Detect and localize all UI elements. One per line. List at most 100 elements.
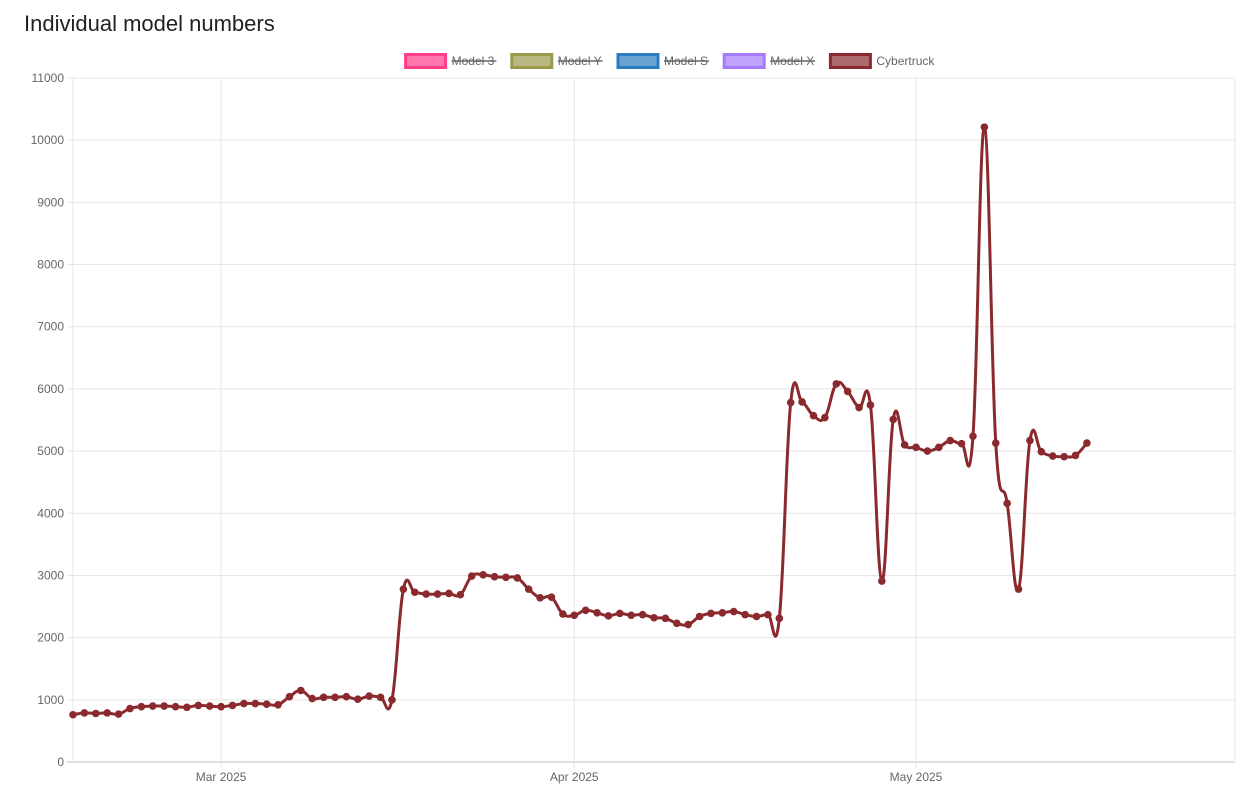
- legend-item-model-s[interactable]: Model S: [616, 53, 709, 69]
- y-tick-label: 4000: [37, 506, 64, 520]
- data-point: [729, 607, 738, 616]
- data-point: [889, 415, 898, 424]
- data-point: [672, 619, 681, 628]
- data-point: [1003, 499, 1011, 508]
- data-point: [456, 590, 465, 599]
- data-point: [650, 613, 658, 622]
- data-point: [194, 701, 203, 710]
- data-point: [581, 606, 590, 615]
- legend-label: Cybertruck: [876, 54, 935, 68]
- data-point: [285, 692, 294, 701]
- data-point: [604, 612, 613, 620]
- legend-swatch: [828, 53, 872, 69]
- data-point: [148, 702, 157, 710]
- data-point: [502, 573, 510, 582]
- y-tick-label: 7000: [37, 320, 64, 334]
- data-point: [114, 710, 123, 718]
- data-point: [809, 411, 818, 420]
- data-point: [684, 620, 692, 629]
- data-point: [342, 692, 351, 701]
- data-point: [752, 612, 761, 621]
- data-point: [764, 610, 772, 619]
- data-point: [354, 695, 362, 703]
- data-point: [69, 710, 77, 719]
- data-point: [798, 398, 806, 406]
- legend-swatch: [616, 53, 660, 69]
- data-point: [490, 572, 499, 581]
- data-point: [422, 590, 430, 598]
- data-point: [866, 401, 875, 409]
- data-point: [410, 588, 419, 597]
- data-point: [251, 699, 260, 708]
- x-tick-label: May 2025: [890, 770, 943, 784]
- legend-swatch: [404, 53, 448, 69]
- data-point: [843, 387, 852, 396]
- data-point: [228, 701, 237, 710]
- data-point: [821, 413, 829, 422]
- data-point: [1060, 452, 1068, 461]
- series-line-cybertruck: [72, 125, 1089, 717]
- y-tick-label: 2000: [37, 631, 64, 645]
- legend-item-model-3[interactable]: Model 3: [404, 53, 497, 69]
- data-point: [524, 585, 533, 593]
- data-point: [262, 700, 271, 708]
- y-tick-label: 5000: [37, 444, 64, 458]
- data-point: [126, 704, 134, 713]
- data-point: [205, 702, 214, 710]
- data-point: [467, 572, 476, 580]
- data-point: [297, 686, 305, 695]
- data-point: [160, 702, 168, 710]
- data-point: [388, 696, 396, 704]
- data-point: [775, 614, 784, 623]
- data-point: [547, 593, 556, 602]
- grid-lines: [67, 77, 1236, 768]
- data-point: [832, 380, 841, 388]
- data-point: [331, 693, 339, 702]
- y-tick-label: 10000: [31, 133, 65, 147]
- data-point: [536, 594, 544, 602]
- data-point: [935, 443, 943, 452]
- data-point: [308, 694, 317, 703]
- data-point: [912, 443, 920, 452]
- data-point: [559, 610, 567, 618]
- data-point: [183, 703, 191, 712]
- data-point: [137, 702, 146, 711]
- data-point: [445, 589, 453, 598]
- legend-item-model-y[interactable]: Model Y: [510, 53, 603, 69]
- legend-item-model-x[interactable]: Model X: [722, 53, 815, 69]
- data-point: [319, 693, 328, 702]
- data-point: [513, 574, 522, 582]
- data-point: [661, 614, 670, 623]
- series-layer: [69, 123, 1091, 719]
- data-point: [695, 612, 704, 621]
- data-point: [217, 702, 225, 711]
- data-point: [638, 610, 647, 619]
- x-tick-label: Mar 2025: [196, 770, 247, 784]
- y-tick-label: 3000: [37, 568, 64, 582]
- legend-swatch: [722, 53, 766, 69]
- data-point: [1037, 447, 1046, 456]
- data-point: [991, 439, 1000, 447]
- y-tick-label: 9000: [37, 195, 64, 209]
- data-point: [855, 403, 863, 412]
- data-point: [786, 398, 795, 407]
- data-point: [616, 609, 624, 618]
- data-point: [376, 693, 385, 702]
- data-point: [878, 577, 886, 585]
- x-tick-label: Apr 2025: [550, 770, 599, 784]
- data-point: [570, 611, 579, 620]
- data-point: [593, 608, 601, 617]
- chart-title: Individual model numbers: [24, 11, 275, 36]
- data-point: [91, 709, 100, 718]
- data-point: [171, 702, 180, 711]
- data-point: [433, 590, 442, 598]
- data-point: [399, 585, 408, 593]
- data-point: [240, 699, 248, 708]
- y-tick-label: 1000: [37, 693, 64, 707]
- data-point: [923, 447, 932, 455]
- data-point: [900, 441, 909, 449]
- data-point: [946, 436, 954, 445]
- legend-item-cybertruck[interactable]: Cybertruck: [828, 53, 935, 69]
- legend: Model 3 Model Y Model S Model X Cybertruck: [404, 53, 935, 69]
